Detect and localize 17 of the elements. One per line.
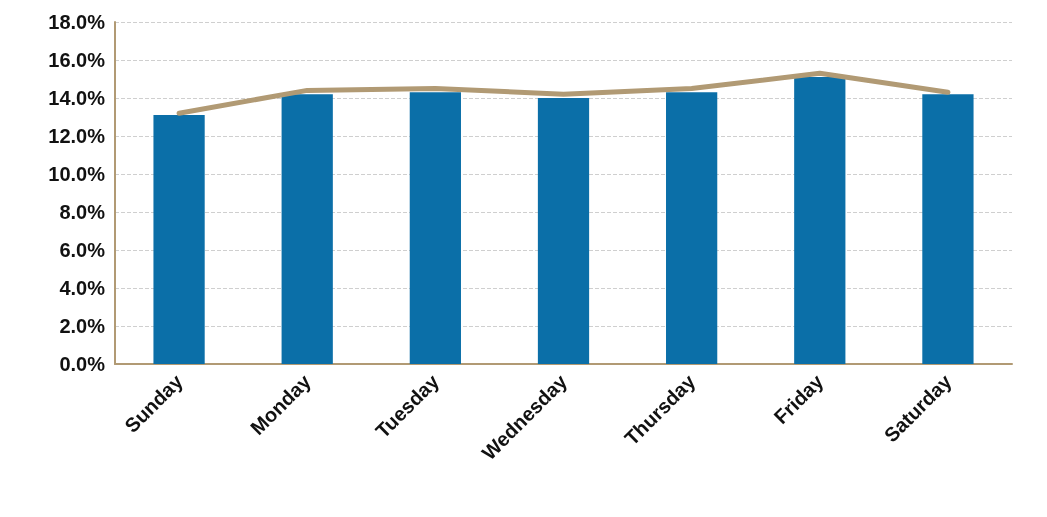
y-tick-label: 0.0% [59, 353, 106, 375]
y-tick-label: 12.0% [48, 125, 106, 147]
bar [922, 94, 974, 364]
y-tick-label: 18.0% [48, 11, 106, 33]
y-tick-label: 4.0% [59, 277, 106, 299]
bar [794, 77, 846, 364]
y-tick-label: 14.0% [48, 87, 106, 109]
y-tick-label: 2.0% [59, 315, 106, 337]
bar [666, 92, 718, 364]
bar [537, 98, 590, 364]
y-tick-label: 10.0% [48, 163, 106, 185]
y-tick-label: 16.0% [48, 49, 106, 71]
y-tick-label: 8.0% [59, 201, 106, 223]
bar [409, 92, 461, 364]
bar [153, 115, 205, 364]
y-tick-label: 6.0% [59, 239, 106, 261]
bar [281, 94, 333, 364]
